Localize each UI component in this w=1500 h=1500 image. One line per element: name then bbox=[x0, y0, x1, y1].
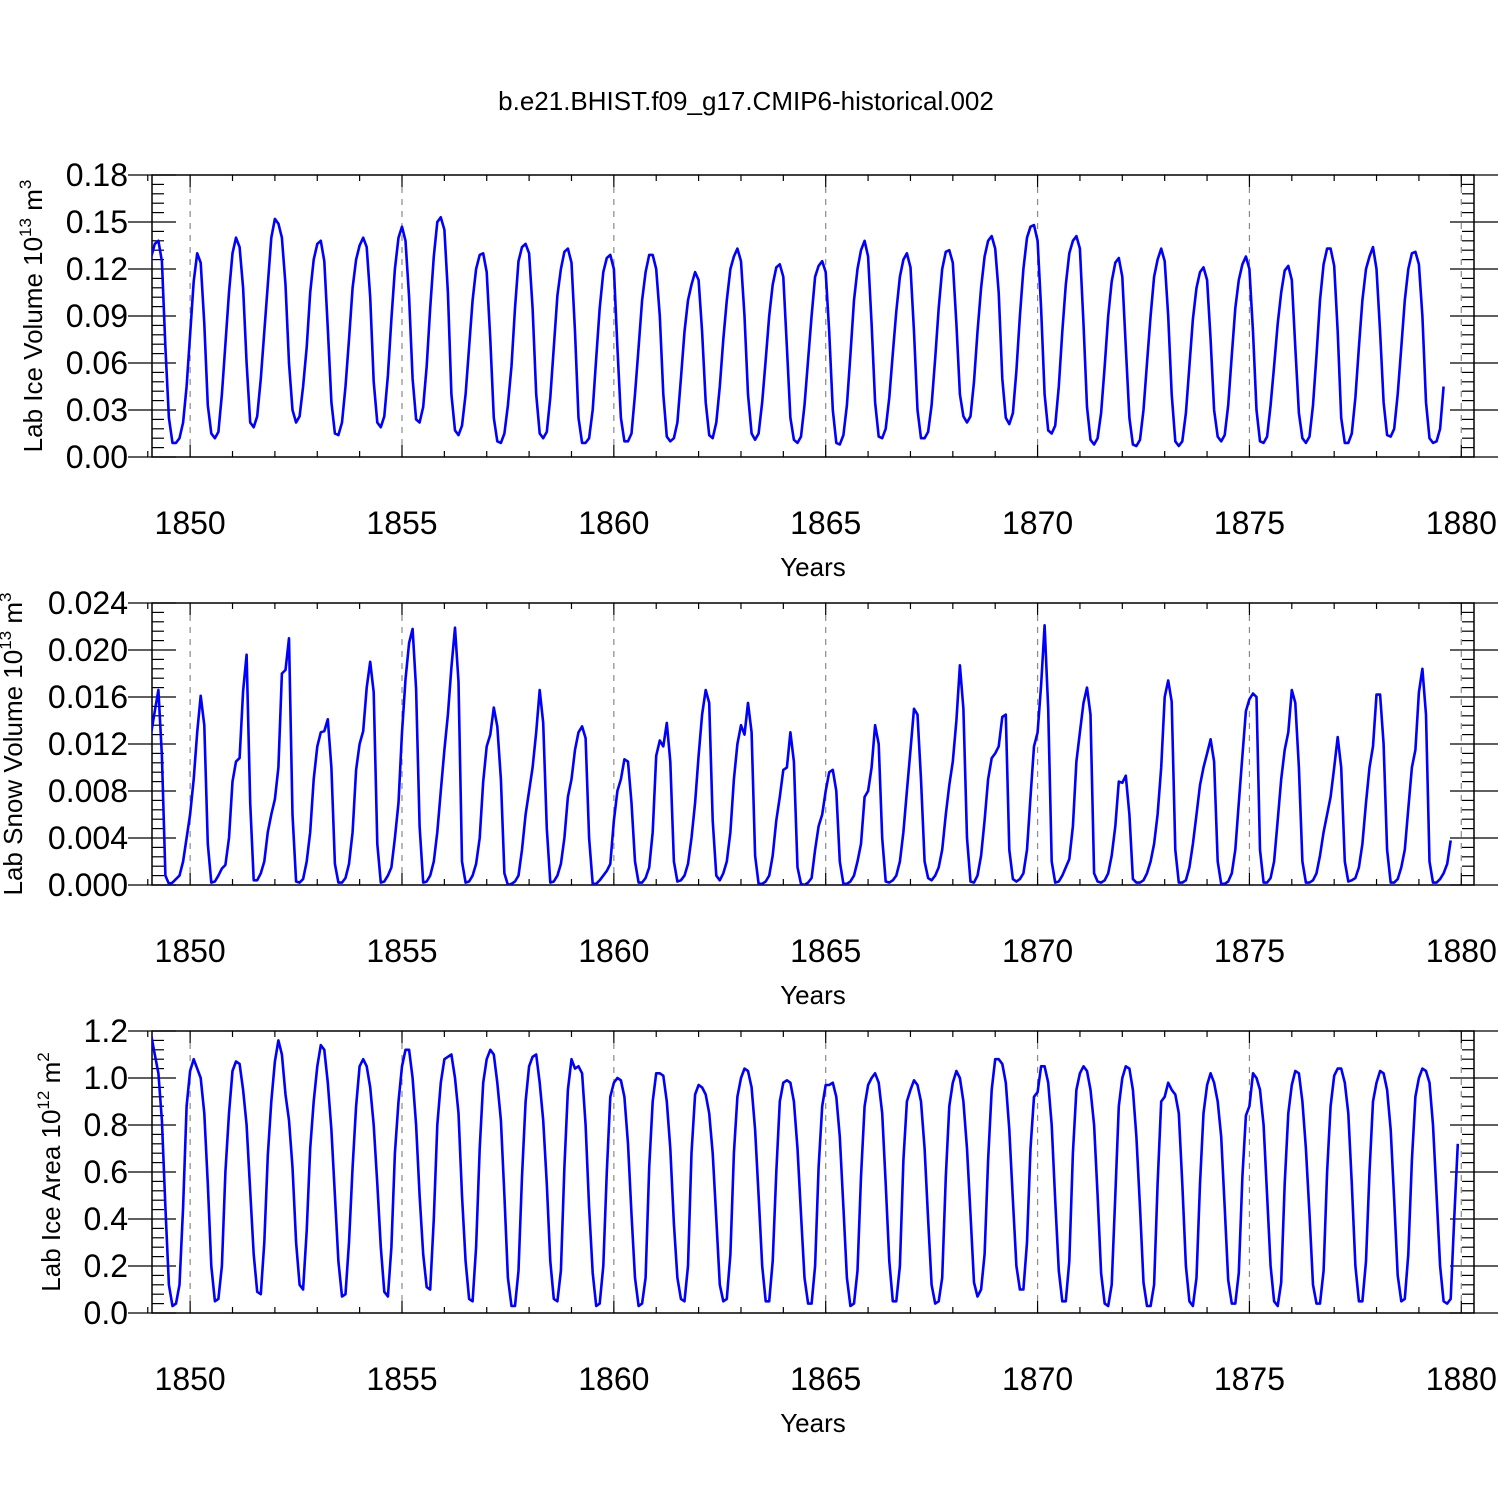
x-tick-label: 1865 bbox=[790, 505, 861, 541]
y-axis-title-text: Lab Snow Volume 10 bbox=[0, 650, 28, 896]
y-tick-label: 0.15 bbox=[66, 204, 128, 240]
x-tick-label: 1855 bbox=[366, 933, 437, 969]
y-tick-label: 1.0 bbox=[84, 1060, 128, 1096]
series-line-lab-ice-area bbox=[152, 1034, 1460, 1308]
y-tick-label: 0.09 bbox=[66, 298, 128, 334]
x-tick-label: 1855 bbox=[366, 1361, 437, 1397]
y-axis-title-text: m bbox=[18, 189, 48, 218]
y-tick-label: 0.016 bbox=[48, 679, 128, 715]
y-axis-title-exponent: 13 bbox=[0, 631, 15, 650]
y-tick-label: 1.2 bbox=[84, 1013, 128, 1049]
y-axis-title-exponent: 3 bbox=[0, 592, 15, 601]
x-tick-label: 1860 bbox=[578, 505, 649, 541]
y-axis-title: Lab Snow Volume 1013 m3 bbox=[0, 592, 28, 895]
y-tick-label: 0.004 bbox=[48, 820, 128, 856]
x-tick-label: 1860 bbox=[578, 933, 649, 969]
x-tick-label: 1880 bbox=[1426, 933, 1497, 969]
y-tick-label: 0.008 bbox=[48, 773, 128, 809]
y-axis-title-text: Lab Ice Volume 10 bbox=[18, 237, 48, 452]
x-axis-title: Years bbox=[780, 552, 846, 582]
y-tick-label: 0.020 bbox=[48, 632, 128, 668]
x-tick-label: 1870 bbox=[1002, 1361, 1073, 1397]
y-tick-label: 0.000 bbox=[48, 867, 128, 903]
x-tick-label: 1850 bbox=[155, 505, 226, 541]
x-tick-label: 1875 bbox=[1214, 933, 1285, 969]
x-tick-label: 1875 bbox=[1214, 505, 1285, 541]
panel-3: 0.0 0.2 0.4 0.6 0.8 1.0 1.2 1850 1855 1860 1865 187… bbox=[34, 1013, 1498, 1438]
x-tick-label: 1880 bbox=[1426, 505, 1497, 541]
y-axis-title: Lab Ice Area 1012 m2 bbox=[34, 1052, 66, 1291]
y-tick-label: 0.06 bbox=[66, 345, 128, 381]
y-tick-label: 0.0 bbox=[84, 1295, 128, 1331]
y-tick-label: 0.6 bbox=[84, 1154, 128, 1190]
y-axis-title-exponent: 3 bbox=[16, 180, 35, 189]
x-tick-label: 1855 bbox=[366, 505, 437, 541]
figure-title: b.e21.BHIST.f09_g17.CMIP6-historical.002 bbox=[498, 86, 994, 116]
y-tick-label: 0.18 bbox=[66, 157, 128, 193]
y-axis-title-exponent: 12 bbox=[34, 1091, 53, 1110]
x-tick-label: 1865 bbox=[790, 933, 861, 969]
series-line-lab-snow-volume bbox=[152, 623, 1452, 885]
y-tick-label: 0.024 bbox=[48, 585, 128, 621]
panel-2: 0.000 0.004 0.008 0.012 0.016 0.020 0.024 1850 1… bbox=[0, 585, 1498, 1010]
x-tick-label: 1875 bbox=[1214, 1361, 1285, 1397]
y-axis-title-text: Lab Ice Area 10 bbox=[36, 1110, 66, 1292]
y-tick-label: 0.00 bbox=[66, 439, 128, 475]
y-axis-title-exponent: 13 bbox=[16, 218, 35, 237]
x-tick-label: 1880 bbox=[1426, 1361, 1497, 1397]
x-tick-label: 1870 bbox=[1002, 933, 1073, 969]
y-tick-label: 0.4 bbox=[84, 1201, 128, 1237]
x-tick-label: 1850 bbox=[155, 1361, 226, 1397]
y-tick-label: 0.2 bbox=[84, 1248, 128, 1284]
x-tick-label: 1860 bbox=[578, 1361, 649, 1397]
y-axis-title-text: m bbox=[0, 602, 28, 631]
y-axis-title: Lab Ice Volume 1013 m3 bbox=[16, 180, 48, 453]
panel-1: 0.00 0.03 0.06 0.09 0.12 0.15 0.18 1850 1855 1860… bbox=[16, 157, 1498, 582]
x-tick-label: 1870 bbox=[1002, 505, 1073, 541]
x-axis-title: Years bbox=[780, 1408, 846, 1438]
y-axis-title-exponent: 2 bbox=[34, 1052, 53, 1061]
series-line-lab-ice-volume bbox=[152, 216, 1445, 448]
x-tick-label: 1850 bbox=[155, 933, 226, 969]
y-tick-label: 0.03 bbox=[66, 392, 128, 428]
x-axis-title: Years bbox=[780, 980, 846, 1010]
y-tick-label: 0.12 bbox=[66, 251, 128, 287]
y-tick-label: 0.012 bbox=[48, 726, 128, 762]
x-tick-label: 1865 bbox=[790, 1361, 861, 1397]
y-axis-title-text: m bbox=[36, 1062, 66, 1091]
y-tick-label: 0.8 bbox=[84, 1107, 128, 1143]
